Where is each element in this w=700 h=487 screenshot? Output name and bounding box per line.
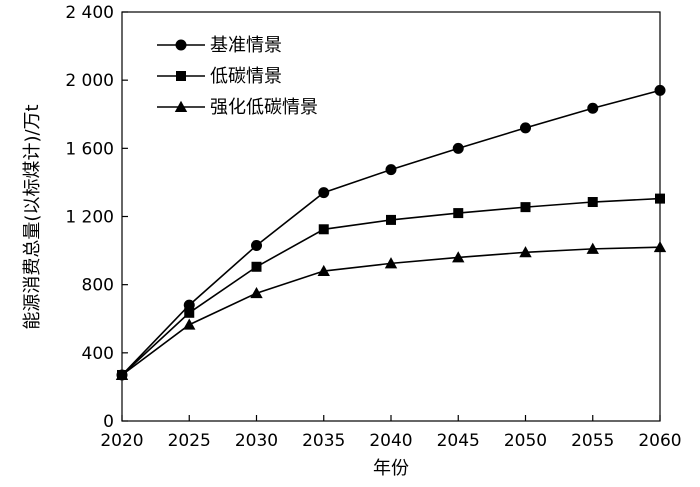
data-point-square <box>251 261 262 272</box>
data-point-triangle <box>586 242 599 254</box>
x-tick-label: 2025 <box>168 431 211 451</box>
data-point-circle <box>318 187 330 199</box>
y-tick-label: 800 <box>82 276 114 296</box>
series-circle <box>116 84 666 381</box>
legend-marker-circle <box>175 39 187 51</box>
x-tick-label: 2040 <box>369 431 412 451</box>
data-point-square <box>587 197 598 208</box>
series-square <box>117 193 665 380</box>
y-tick-label: 1 200 <box>65 208 114 228</box>
data-point-circle <box>654 84 666 96</box>
x-tick-label: 2020 <box>100 431 143 451</box>
x-tick-label: 2035 <box>302 431 345 451</box>
data-point-triangle <box>384 257 398 269</box>
x-tick-label: 2030 <box>235 431 278 451</box>
data-point-triangle <box>653 240 667 253</box>
x-tick-label: 2045 <box>437 431 480 451</box>
legend-label: 低碳情景 <box>210 66 282 87</box>
series-triangle <box>115 240 667 380</box>
x-axis-title: 年份 <box>373 458 409 479</box>
x-tick-label: 2055 <box>571 431 614 451</box>
y-tick-label: 1 600 <box>65 139 114 159</box>
data-point-square <box>655 193 665 204</box>
legend-item: 强化低碳情景 <box>157 97 318 118</box>
series-layer <box>115 84 667 381</box>
legend-label: 强化低碳情景 <box>210 97 318 118</box>
data-point-square <box>386 214 396 225</box>
legend-item: 低碳情景 <box>157 66 282 87</box>
data-point-circle <box>587 102 599 114</box>
data-point-square <box>318 224 329 235</box>
x-tick-label: 2060 <box>638 431 681 451</box>
data-point-circle <box>520 122 531 134</box>
legend-marker-triangle <box>174 100 188 112</box>
series-line <box>121 197 661 376</box>
data-point-triangle <box>317 264 330 276</box>
data-point-circle <box>452 142 464 154</box>
y-tick-label: 0 <box>103 412 114 432</box>
data-point-circle <box>251 239 262 251</box>
x-tick-label: 2050 <box>504 431 547 451</box>
data-point-square <box>520 202 531 213</box>
y-tick-label: 2 000 <box>65 71 114 91</box>
data-point-triangle <box>250 286 263 299</box>
data-point-triangle <box>183 318 196 330</box>
y-tick-label: 2 400 <box>65 3 114 23</box>
data-point-square <box>184 307 195 318</box>
data-point-triangle <box>452 251 465 263</box>
legend-marker-square <box>176 71 186 81</box>
data-point-square <box>453 208 464 219</box>
ticks: 0 400 800 1 200 1 600 2 000 2 400 2020 2025 2030 2… <box>65 3 681 451</box>
data-point-triangle <box>115 368 129 380</box>
legend-item: 基准情景 <box>157 35 282 56</box>
y-axis-title: 能源消费总量(以标煤计)/万t <box>22 104 43 329</box>
y-tick-label: 400 <box>82 344 114 364</box>
legend-label: 基准情景 <box>210 35 282 56</box>
data-point-triangle <box>519 246 532 258</box>
series-line <box>121 89 661 376</box>
data-point-circle <box>385 164 397 176</box>
